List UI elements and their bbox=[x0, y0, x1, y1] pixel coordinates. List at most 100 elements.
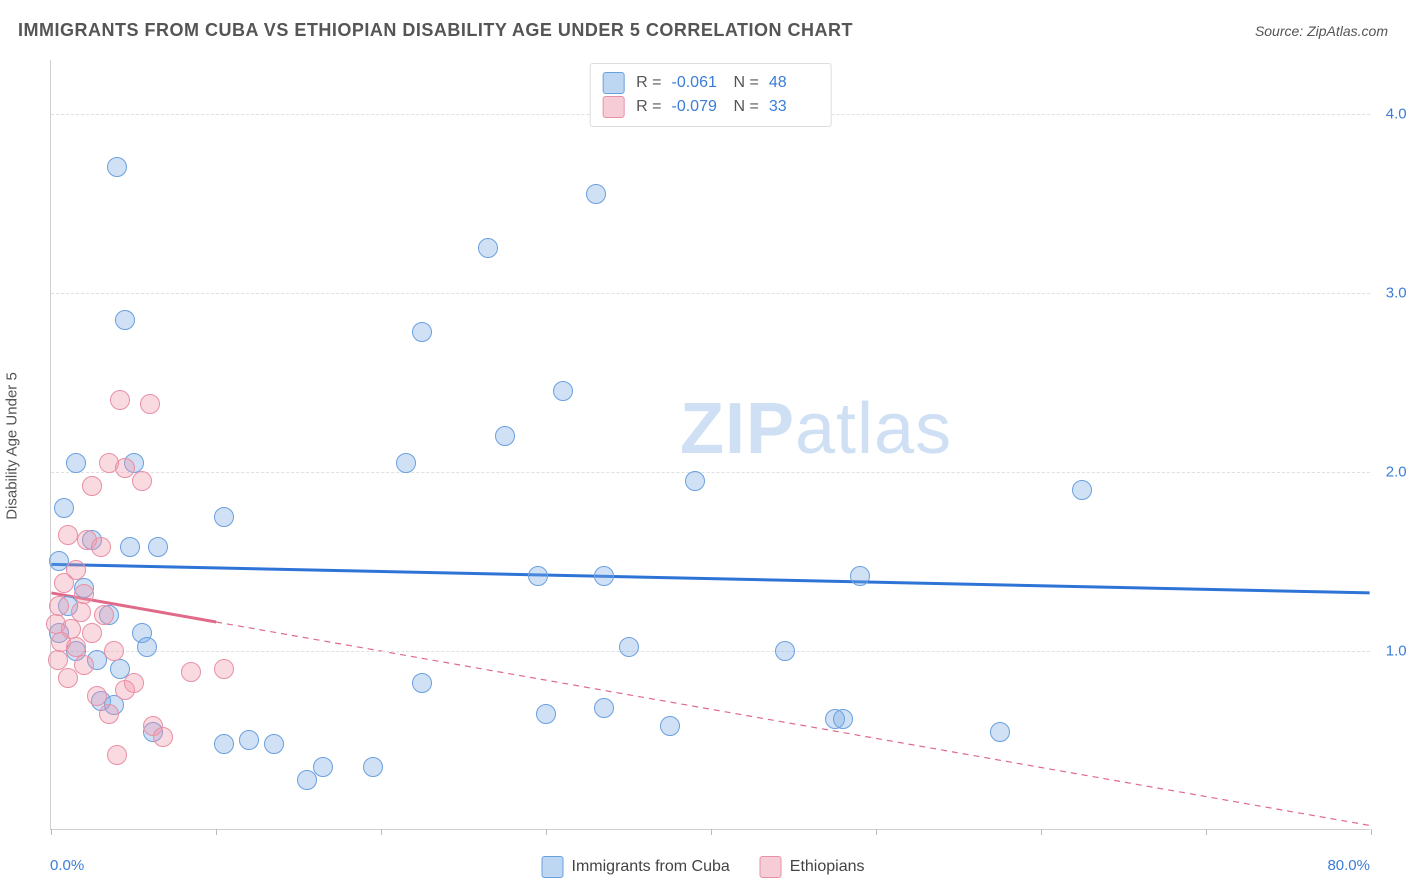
legend-swatch-icon bbox=[542, 856, 564, 878]
data-point bbox=[148, 537, 168, 557]
x-tick bbox=[51, 829, 52, 835]
x-tick bbox=[1371, 829, 1372, 835]
chart-plot-area: R = -0.061 N = 48 R = -0.079 N = 33 ZIPa… bbox=[50, 60, 1370, 830]
legend-row: R = -0.061 N = 48 bbox=[602, 72, 819, 94]
data-point bbox=[74, 655, 94, 675]
data-point bbox=[363, 757, 383, 777]
y-tick-label: 3.0% bbox=[1375, 284, 1406, 301]
x-tick bbox=[711, 829, 712, 835]
data-point bbox=[775, 641, 795, 661]
data-point bbox=[214, 507, 234, 527]
data-point bbox=[850, 566, 870, 586]
data-point bbox=[619, 637, 639, 657]
data-point bbox=[107, 745, 127, 765]
data-point bbox=[48, 650, 68, 670]
gridline bbox=[51, 651, 1370, 652]
x-tick bbox=[381, 829, 382, 835]
y-tick-label: 4.0% bbox=[1375, 105, 1406, 122]
series-legend: Immigrants from Cuba Ethiopians bbox=[542, 856, 865, 878]
data-point bbox=[124, 673, 144, 693]
x-axis-max-label: 80.0% bbox=[1327, 857, 1370, 874]
data-point bbox=[91, 537, 111, 557]
data-point bbox=[94, 605, 114, 625]
x-tick bbox=[1041, 829, 1042, 835]
chart-source: Source: ZipAtlas.com bbox=[1255, 23, 1388, 39]
data-point bbox=[553, 381, 573, 401]
data-point bbox=[214, 659, 234, 679]
data-point bbox=[412, 673, 432, 693]
data-point bbox=[115, 310, 135, 330]
data-point bbox=[104, 641, 124, 661]
data-point bbox=[82, 623, 102, 643]
r-value-cuba: -0.061 bbox=[672, 74, 722, 92]
data-point bbox=[58, 668, 78, 688]
data-point bbox=[833, 709, 853, 729]
data-point bbox=[412, 322, 432, 342]
data-point bbox=[49, 596, 69, 616]
gridline bbox=[51, 293, 1370, 294]
data-point bbox=[297, 770, 317, 790]
data-point bbox=[586, 184, 606, 204]
n-label: N = bbox=[734, 74, 759, 92]
legend-item-ethiopians: Ethiopians bbox=[760, 856, 865, 878]
legend-swatch-cuba bbox=[602, 72, 624, 94]
x-tick bbox=[546, 829, 547, 835]
n-label: N = bbox=[734, 98, 759, 116]
legend-swatch-ethiopians bbox=[602, 96, 624, 118]
trend-lines-layer bbox=[51, 60, 1370, 829]
data-point bbox=[99, 704, 119, 724]
legend-swatch-icon bbox=[760, 856, 782, 878]
data-point bbox=[214, 734, 234, 754]
correlation-legend: R = -0.061 N = 48 R = -0.079 N = 33 bbox=[589, 63, 832, 127]
data-point bbox=[66, 453, 86, 473]
data-point bbox=[990, 722, 1010, 742]
r-label: R = bbox=[636, 98, 661, 116]
legend-label: Immigrants from Cuba bbox=[572, 858, 730, 876]
data-point bbox=[153, 727, 173, 747]
chart-header: IMMIGRANTS FROM CUBA VS ETHIOPIAN DISABI… bbox=[18, 20, 1388, 41]
data-point bbox=[181, 662, 201, 682]
r-value-ethiopians: -0.079 bbox=[672, 98, 722, 116]
x-axis-min-label: 0.0% bbox=[50, 857, 84, 874]
data-point bbox=[137, 637, 157, 657]
y-tick-label: 1.0% bbox=[1375, 642, 1406, 659]
x-tick bbox=[1206, 829, 1207, 835]
legend-item-cuba: Immigrants from Cuba bbox=[542, 856, 730, 878]
data-point bbox=[1072, 480, 1092, 500]
watermark: ZIPatlas bbox=[680, 388, 952, 470]
data-point bbox=[478, 238, 498, 258]
data-point bbox=[685, 471, 705, 491]
x-tick bbox=[876, 829, 877, 835]
data-point bbox=[239, 730, 259, 750]
y-tick-label: 2.0% bbox=[1375, 463, 1406, 480]
data-point bbox=[74, 584, 94, 604]
gridline bbox=[51, 472, 1370, 473]
data-point bbox=[87, 686, 107, 706]
data-point bbox=[594, 698, 614, 718]
data-point bbox=[110, 390, 130, 410]
data-point bbox=[132, 471, 152, 491]
data-point bbox=[107, 157, 127, 177]
r-label: R = bbox=[636, 74, 661, 92]
data-point bbox=[58, 525, 78, 545]
x-tick bbox=[216, 829, 217, 835]
data-point bbox=[536, 704, 556, 724]
chart-title: IMMIGRANTS FROM CUBA VS ETHIOPIAN DISABI… bbox=[18, 20, 853, 41]
data-point bbox=[264, 734, 284, 754]
n-value-cuba: 48 bbox=[769, 74, 819, 92]
legend-label: Ethiopians bbox=[790, 858, 865, 876]
y-axis-title: Disability Age Under 5 bbox=[4, 372, 21, 520]
data-point bbox=[54, 573, 74, 593]
data-point bbox=[120, 537, 140, 557]
n-value-ethiopians: 33 bbox=[769, 98, 819, 116]
data-point bbox=[594, 566, 614, 586]
data-point bbox=[660, 716, 680, 736]
data-point bbox=[82, 476, 102, 496]
data-point bbox=[495, 426, 515, 446]
data-point bbox=[140, 394, 160, 414]
data-point bbox=[528, 566, 548, 586]
data-point bbox=[54, 498, 74, 518]
legend-row: R = -0.079 N = 33 bbox=[602, 96, 819, 118]
data-point bbox=[313, 757, 333, 777]
data-point bbox=[71, 602, 91, 622]
